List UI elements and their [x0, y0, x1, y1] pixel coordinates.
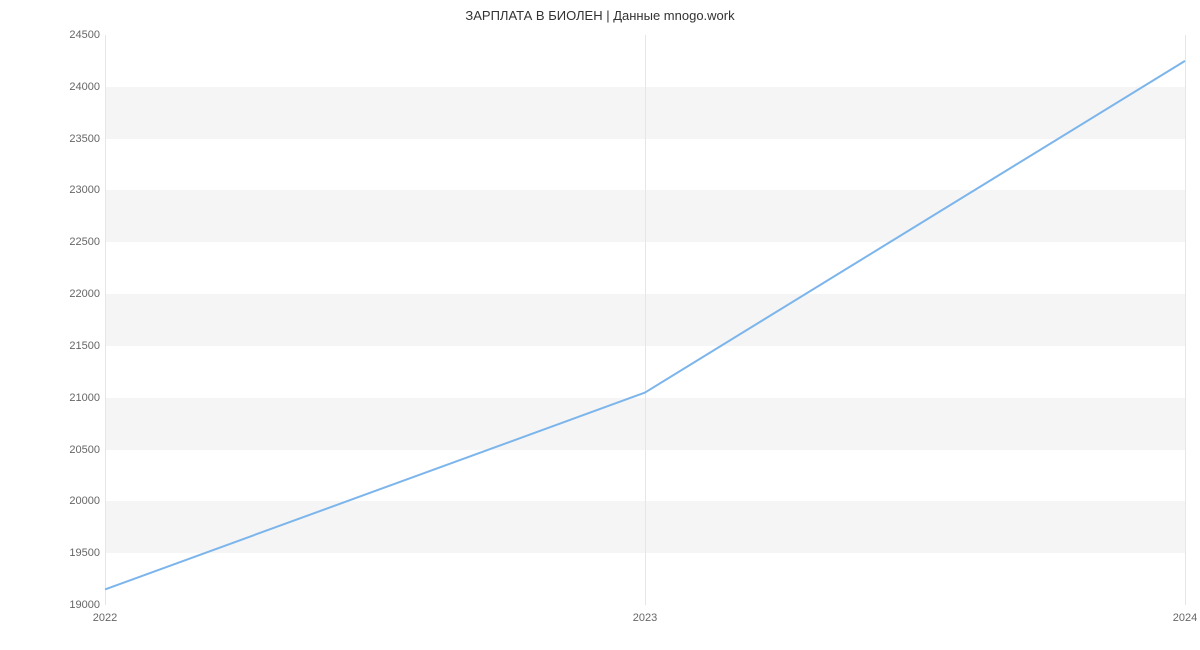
y-tick-label: 20000 [40, 495, 100, 507]
chart-title: ЗАРПЛАТА В БИОЛЕН | Данные mnogo.work [0, 8, 1200, 23]
y-tick-label: 22000 [40, 288, 100, 300]
y-tick-label: 23500 [40, 133, 100, 145]
plot-area [105, 35, 1185, 605]
y-tick-label: 21500 [40, 340, 100, 352]
y-tick-label: 21000 [40, 392, 100, 404]
x-tick-label: 2023 [633, 612, 657, 624]
y-tick-label: 20500 [40, 444, 100, 456]
y-tick-label: 19000 [40, 599, 100, 611]
y-tick-label: 24000 [40, 81, 100, 93]
line-series [105, 35, 1185, 605]
y-tick-label: 22500 [40, 236, 100, 248]
salary-chart: ЗАРПЛАТА В БИОЛЕН | Данные mnogo.work 19… [0, 0, 1200, 650]
series-salary [105, 61, 1185, 590]
y-tick-label: 23000 [40, 184, 100, 196]
x-tick-label: 2024 [1173, 612, 1197, 624]
x-gridline [1185, 35, 1186, 605]
y-tick-label: 19500 [40, 547, 100, 559]
y-tick-label: 24500 [40, 29, 100, 41]
x-tick-label: 2022 [93, 612, 117, 624]
